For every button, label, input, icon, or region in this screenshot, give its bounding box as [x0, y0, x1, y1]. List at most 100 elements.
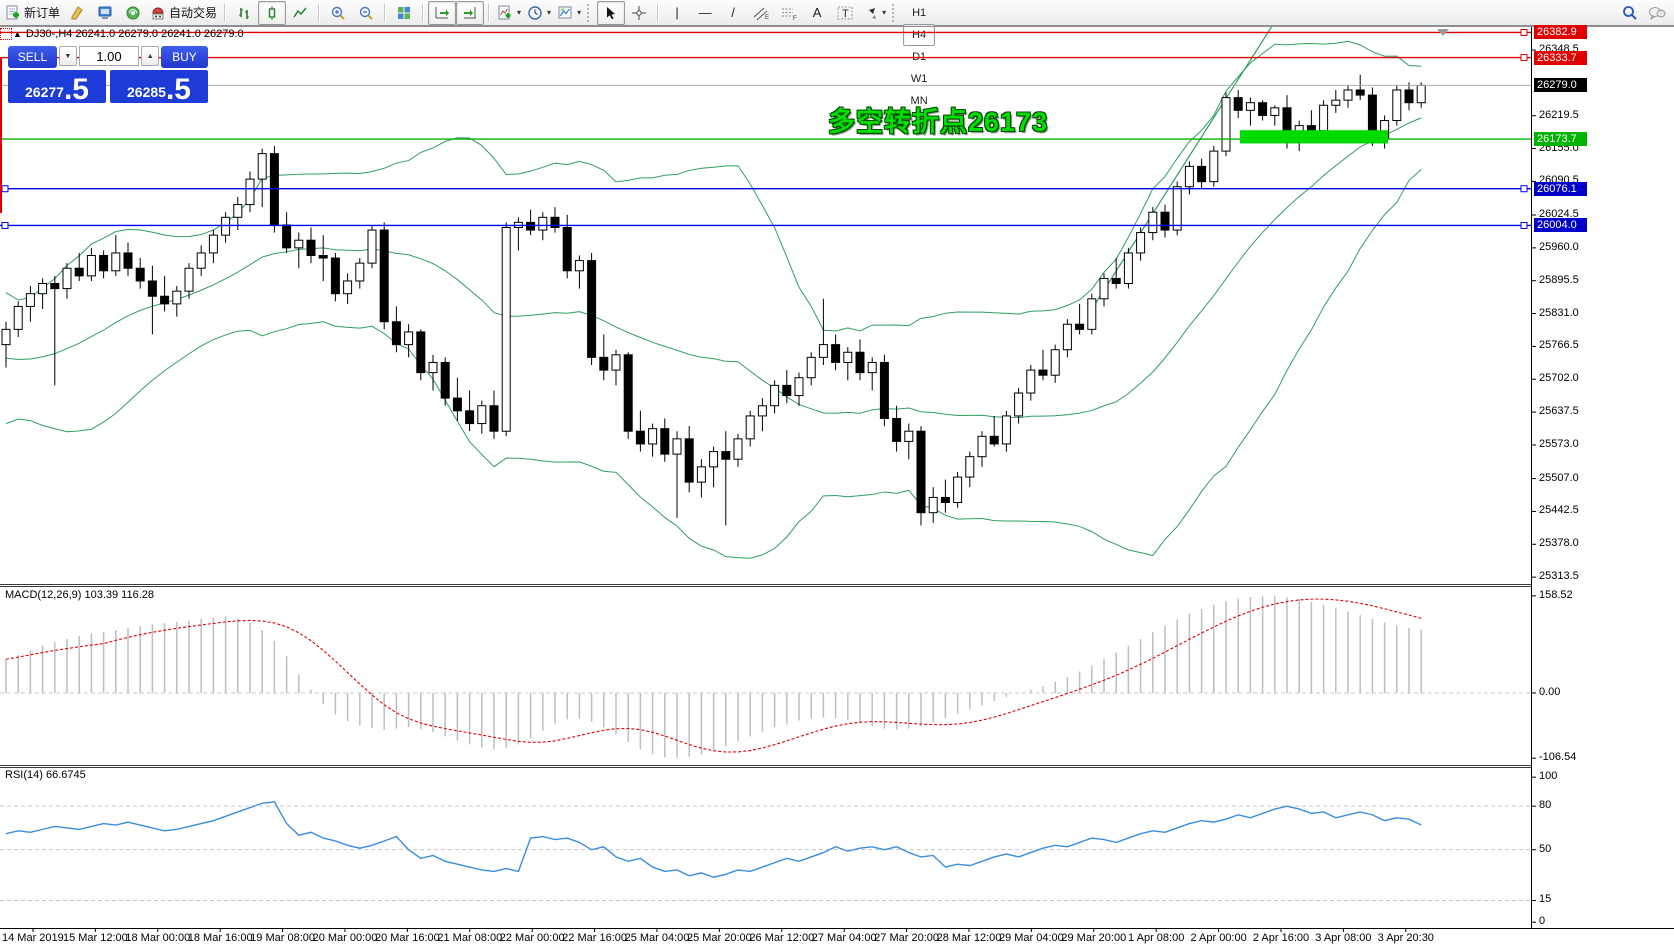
toolbar-separator	[384, 3, 387, 22]
indicators-button[interactable]: ▾	[494, 1, 524, 25]
cursor-icon	[607, 6, 616, 19]
bollinger-lower-band	[5, 169, 1422, 559]
text-tool-button[interactable]: A	[803, 1, 831, 25]
candle-body	[13, 305, 23, 330]
bid-price-tile[interactable]: 26277.5	[8, 70, 106, 106]
search-icon[interactable]	[1622, 5, 1638, 21]
candle-body	[879, 361, 889, 419]
candlestick-chart-button[interactable]	[258, 0, 287, 25]
bid-price-frac: .5	[63, 72, 89, 106]
cursor-button[interactable]	[597, 0, 626, 25]
candle-body	[86, 255, 96, 277]
chart-annotation-text: 多空转折点26173	[828, 107, 1049, 137]
channel-tool-button[interactable]: E	[747, 1, 775, 25]
arrows-tool-button[interactable]: ▾	[859, 1, 889, 25]
time-tick-label: 27 Mar 20:00	[874, 932, 939, 944]
line-handle[interactable]	[1, 221, 9, 229]
line-handle[interactable]	[1, 185, 9, 193]
time-tick-label: 18 Mar 16:00	[187, 932, 253, 944]
candle-body	[245, 178, 255, 206]
chevron-down-icon: ▾	[882, 8, 887, 17]
price-tick-label: 158.52	[1539, 588, 1573, 601]
zoom-in-button[interactable]	[324, 1, 352, 25]
tab-timeframe-D1[interactable]: D1	[912, 50, 927, 63]
auto-scroll-button[interactable]	[428, 0, 457, 25]
line-handle[interactable]	[1520, 221, 1528, 229]
chat-icon[interactable]	[1648, 5, 1666, 21]
trendline-tool-button[interactable]: /	[719, 1, 747, 25]
line-handle[interactable]	[1520, 28, 1528, 36]
candle-body	[391, 321, 401, 346]
tab-timeframe-W1[interactable]: W1	[910, 72, 928, 85]
rsi-indicator-label: RSI(14) 66.6745	[5, 769, 86, 781]
candle-body	[74, 267, 84, 277]
metaeditor-icon	[71, 5, 83, 19]
candle-body	[1319, 104, 1329, 132]
chart-shift-button[interactable]	[456, 0, 485, 25]
time-tick-label: 1 Apr 08:00	[1128, 932, 1185, 944]
periods-button[interactable]: ▾	[524, 1, 554, 25]
tab-timeframe-H1[interactable]: H1	[912, 6, 927, 19]
crosshair-button[interactable]	[625, 1, 653, 25]
tile-windows-icon	[398, 6, 411, 19]
horizontal-line-tool-button[interactable]: —	[691, 1, 719, 25]
terminal-button[interactable]	[91, 1, 119, 25]
time-axis[interactable]: 14 Mar 2019 15 Mar 12:00 18 Mar 00:00 18 Ma…	[0, 930, 1674, 949]
signals-button[interactable]	[119, 1, 147, 25]
metaeditor-button[interactable]	[63, 1, 91, 25]
bar-chart-icon	[239, 7, 250, 19]
volume-input[interactable]: 1.00	[78, 46, 140, 66]
fibonacci-tool-button[interactable]: F	[775, 1, 803, 25]
tab-timeframe-H4[interactable]: H4	[903, 23, 936, 46]
candle-body	[1038, 369, 1048, 376]
line-chart-button[interactable]	[286, 1, 314, 25]
candle-body	[1404, 89, 1414, 104]
candle-body	[355, 262, 365, 282]
spin-down-icon: ▼	[64, 52, 72, 60]
text-tool-icon: A	[812, 5, 822, 20]
candle-body	[1148, 211, 1158, 234]
tile-windows-button[interactable]	[390, 1, 418, 25]
price-tick-label: 50	[1539, 842, 1552, 855]
price-axis[interactable]: 26348.5 26219.5 26155.0 26090.5 26024.5 25960…	[1532, 0, 1674, 949]
candle-body	[196, 252, 206, 269]
ask-price-frac: .5	[165, 72, 191, 106]
candle-body	[25, 293, 35, 307]
candle-body	[452, 397, 462, 412]
ask-price-tile[interactable]: 26285.5	[110, 70, 208, 106]
vertical-line-tool-button[interactable]: |	[663, 1, 691, 25]
timeframe-toolbar: M1M5M15M30H1H4D1W1MN	[902, 0, 936, 112]
bollinger-middle-band	[5, 117, 1422, 419]
bar-chart-button[interactable]	[230, 1, 258, 25]
zoom-out-button[interactable]	[352, 1, 380, 25]
time-tick-label: 3 Apr 08:00	[1315, 932, 1372, 944]
volume-decrease-button[interactable]: ▼	[58, 46, 77, 66]
price-tick-label: 100	[1539, 770, 1558, 783]
symbol-marker-icon: ▲	[13, 29, 22, 39]
highlight-rectangle-object[interactable]	[1240, 130, 1388, 144]
candle-body	[306, 239, 316, 257]
buy-button[interactable]: BUY	[161, 46, 208, 68]
line-handle[interactable]	[1520, 54, 1528, 62]
candle-body	[1221, 97, 1231, 152]
tab-timeframe-MN[interactable]: MN	[910, 94, 928, 107]
vertical-line-icon: |	[675, 5, 679, 20]
arrows-icon	[865, 7, 877, 19]
volume-increase-button[interactable]: ▲	[141, 46, 159, 66]
autotrading-button[interactable]: 自动交易	[147, 1, 220, 25]
candle-body	[282, 224, 292, 249]
line-handle[interactable]	[1520, 185, 1528, 193]
sell-button[interactable]: SELL	[8, 46, 57, 68]
time-tick-label: 28 Mar 12:00	[936, 932, 1002, 944]
trendline-object[interactable]	[1091, 14, 1280, 310]
chart-shift-marker[interactable]	[1437, 29, 1449, 36]
time-tick-label: 14 Mar 2019	[2, 932, 64, 944]
candle-body	[1184, 165, 1194, 188]
candle-body	[635, 430, 645, 445]
new-order-button[interactable]: 新订单	[2, 1, 63, 25]
templates-button[interactable]: ▾	[554, 1, 584, 25]
label-tool-button[interactable]: T	[831, 1, 859, 25]
candle-body	[684, 438, 694, 483]
time-tick-label: 29 Mar 04:00	[998, 932, 1064, 944]
